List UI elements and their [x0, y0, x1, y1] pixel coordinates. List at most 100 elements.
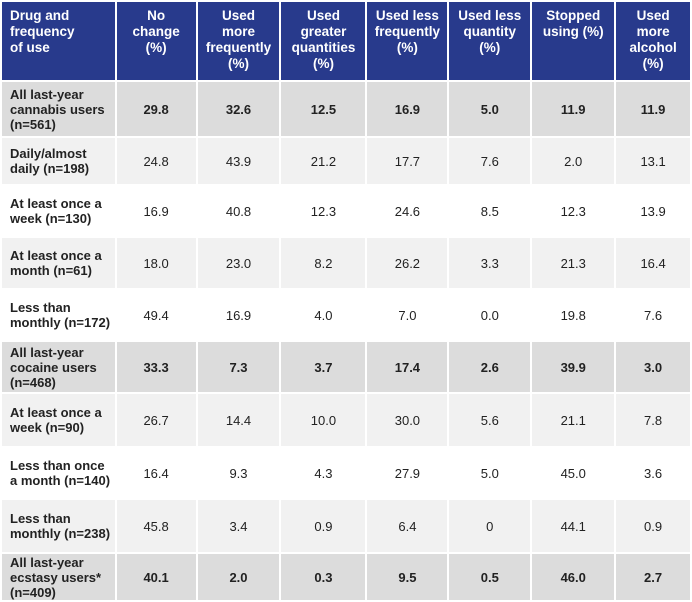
- table-cell: 32.6: [197, 82, 280, 136]
- table-cell: 29.8: [116, 82, 196, 136]
- table-cell: 3.0: [616, 342, 690, 392]
- table-cell: 26.7: [116, 394, 196, 446]
- table-row: Daily/almost daily (n=198) 24.8 43.9 21.2 17…: [2, 138, 690, 184]
- table-cell: 2.0: [197, 554, 280, 600]
- table-cell: 43.9: [197, 138, 280, 184]
- table-cell: 10.0: [281, 394, 366, 446]
- table-cell: 14.4: [197, 394, 280, 446]
- table-cell: 3.6: [616, 448, 690, 498]
- table-cell: 19.8: [532, 290, 615, 340]
- table-cell: 3.3: [449, 238, 531, 288]
- row-label: All last-year ecstasy users* (n=409): [2, 554, 115, 600]
- row-label: At least once a week (n=130): [2, 186, 115, 236]
- table-cell: 21.2: [281, 138, 366, 184]
- table-row: At least once a month (n=61) 18.0 23.0 8.2 2…: [2, 238, 690, 288]
- table-cell: 8.5: [449, 186, 531, 236]
- row-label: All last-year cocaine users (n=468): [2, 342, 115, 392]
- table-cell: 45.0: [532, 448, 615, 498]
- row-label: At least once a month (n=61): [2, 238, 115, 288]
- table-cell: 0: [449, 500, 531, 552]
- table-cell: 2.6: [449, 342, 531, 392]
- table-cell: 5.0: [449, 448, 531, 498]
- table-cell: 16.9: [116, 186, 196, 236]
- summary-row: All last-year cannabis users (n=561) 29.8…: [2, 82, 690, 136]
- col-header-used-more-alcohol: Used more alcohol (%): [616, 2, 690, 80]
- table-cell: 7.6: [449, 138, 531, 184]
- table-cell: 12.3: [532, 186, 615, 236]
- table-cell: 7.6: [616, 290, 690, 340]
- row-label: Less than monthly (n=172): [2, 290, 115, 340]
- table-cell: 30.0: [367, 394, 448, 446]
- table-cell: 21.1: [532, 394, 615, 446]
- table-row: Less than monthly (n=238) 45.8 3.4 0.9 6.4 0 4…: [2, 500, 690, 552]
- table-cell: 26.2: [367, 238, 448, 288]
- table-cell: 13.9: [616, 186, 690, 236]
- table-cell: 33.3: [116, 342, 196, 392]
- table-cell: 0.9: [281, 500, 366, 552]
- table-cell: 8.2: [281, 238, 366, 288]
- table-cell: 13.1: [616, 138, 690, 184]
- table-cell: 27.9: [367, 448, 448, 498]
- table-cell: 11.9: [532, 82, 615, 136]
- row-label: Less than monthly (n=238): [2, 500, 115, 552]
- col-header-stopped-using: Stopped using (%): [532, 2, 615, 80]
- table-cell: 7.0: [367, 290, 448, 340]
- table-cell: 12.5: [281, 82, 366, 136]
- table-cell: 0.9: [616, 500, 690, 552]
- table-row: At least once a week (n=90) 26.7 14.4 10.0 3…: [2, 394, 690, 446]
- table-cell: 0.5: [449, 554, 531, 600]
- table-cell: 40.1: [116, 554, 196, 600]
- col-header-used-less-quantity: Used less quantity (%): [449, 2, 531, 80]
- row-label: Daily/almost daily (n=198): [2, 138, 115, 184]
- table-cell: 3.7: [281, 342, 366, 392]
- table-cell: 16.4: [116, 448, 196, 498]
- table-cell: 6.4: [367, 500, 448, 552]
- table-cell: 7.3: [197, 342, 280, 392]
- table-row: At least once a week (n=130) 16.9 40.8 12.3…: [2, 186, 690, 236]
- table-body: All last-year cannabis users (n=561) 29.8…: [2, 82, 690, 600]
- table-cell: 39.9: [532, 342, 615, 392]
- col-header-drug-frequency: Drug and frequency of use: [2, 2, 115, 80]
- table-cell: 49.4: [116, 290, 196, 340]
- table-cell: 9.3: [197, 448, 280, 498]
- row-label: Less than once a month (n=140): [2, 448, 115, 498]
- table-cell: 18.0: [116, 238, 196, 288]
- table-row: Less than once a month (n=140) 16.4 9.3 4.3…: [2, 448, 690, 498]
- summary-row: All last-year ecstasy users* (n=409) 40.1…: [2, 554, 690, 600]
- row-label: At least once a week (n=90): [2, 394, 115, 446]
- table-cell: 4.0: [281, 290, 366, 340]
- table-cell: 23.0: [197, 238, 280, 288]
- table-cell: 16.9: [367, 82, 448, 136]
- table-cell: 24.6: [367, 186, 448, 236]
- table-cell: 21.3: [532, 238, 615, 288]
- table-row: Less than monthly (n=172) 49.4 16.9 4.0 7.0 0…: [2, 290, 690, 340]
- table-cell: 0.0: [449, 290, 531, 340]
- col-header-used-less-frequently: Used less frequently (%): [367, 2, 448, 80]
- table-cell: 3.4: [197, 500, 280, 552]
- col-header-used-greater-quantities: Used greater quantities (%): [281, 2, 366, 80]
- table-cell: 0.3: [281, 554, 366, 600]
- table-cell: 2.0: [532, 138, 615, 184]
- table-cell: 5.0: [449, 82, 531, 136]
- col-header-no-change: No change (%): [116, 2, 196, 80]
- table-cell: 16.9: [197, 290, 280, 340]
- row-label: All last-year cannabis users (n=561): [2, 82, 115, 136]
- summary-row: All last-year cocaine users (n=468) 33.3 7…: [2, 342, 690, 392]
- table-cell: 45.8: [116, 500, 196, 552]
- table-cell: 12.3: [281, 186, 366, 236]
- table-cell: 46.0: [532, 554, 615, 600]
- table-cell: 44.1: [532, 500, 615, 552]
- table-cell: 11.9: [616, 82, 690, 136]
- table-cell: 5.6: [449, 394, 531, 446]
- table-cell: 40.8: [197, 186, 280, 236]
- table-cell: 17.4: [367, 342, 448, 392]
- table-cell: 2.7: [616, 554, 690, 600]
- table-cell: 16.4: [616, 238, 690, 288]
- header-row: Drug and frequency of use No change (%) Used…: [2, 2, 690, 80]
- col-header-used-more-frequently: Used more frequently (%): [197, 2, 280, 80]
- table-cell: 17.7: [367, 138, 448, 184]
- table-cell: 4.3: [281, 448, 366, 498]
- table-cell: 7.8: [616, 394, 690, 446]
- table-cell: 9.5: [367, 554, 448, 600]
